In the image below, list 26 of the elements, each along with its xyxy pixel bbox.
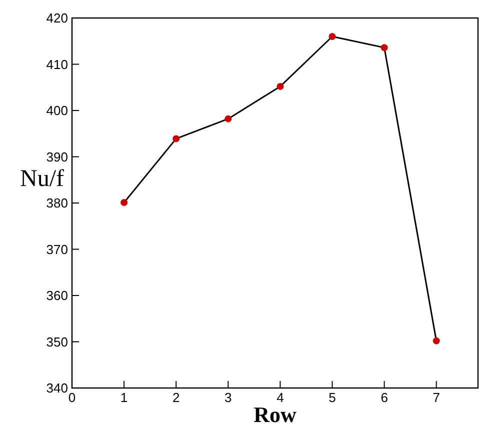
x-tick-label: 3 (224, 390, 232, 405)
point (172, 135, 180, 142)
y-tick-label: 410 (46, 56, 68, 72)
y-tick-label: 360 (46, 288, 68, 304)
point (276, 82, 284, 90)
y-tick-label: 390 (46, 149, 68, 164)
x-tick-label: 1 (120, 390, 128, 405)
point (224, 115, 232, 122)
x-tick-label: 7 (432, 390, 440, 405)
y-tick-label: 370 (46, 242, 68, 257)
point (328, 33, 336, 40)
y-tick-label: 350 (46, 334, 68, 350)
y-tick-label: 400 (46, 103, 68, 118)
y-tick-label: 340 (46, 380, 68, 396)
x-tick-label: 2 (172, 390, 180, 405)
x-tick-label: 0 (68, 390, 76, 405)
point (380, 44, 388, 52)
point (120, 199, 128, 206)
x-tick-label: 5 (328, 390, 336, 405)
x-axis-title: Row (254, 402, 296, 426)
y-tick-label: 420 (46, 10, 68, 26)
y-axis-title: Nu/f (20, 166, 64, 192)
point (432, 337, 440, 344)
x-tick-label: 6 (380, 390, 388, 405)
y-tick-label: 380 (46, 196, 68, 211)
x-tick-label: 4 (276, 390, 284, 405)
